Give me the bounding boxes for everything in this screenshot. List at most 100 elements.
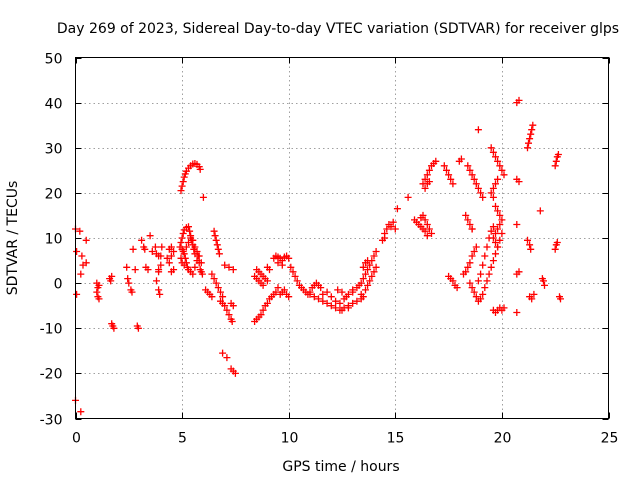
data-point xyxy=(306,290,314,298)
data-point xyxy=(425,178,433,186)
data-point xyxy=(196,165,204,173)
data-point xyxy=(468,284,476,292)
data-point xyxy=(327,302,335,310)
data-point xyxy=(472,243,480,251)
data-point xyxy=(223,306,231,314)
y-tick-label: 40 xyxy=(45,97,63,113)
data-point xyxy=(393,205,401,213)
data-point xyxy=(225,263,233,271)
data-point xyxy=(472,180,480,188)
data-point xyxy=(134,324,142,332)
data-point xyxy=(259,281,267,289)
data-point xyxy=(93,288,101,296)
data-point xyxy=(310,293,318,301)
data-point xyxy=(366,261,374,269)
data-point xyxy=(525,139,532,147)
data-point xyxy=(496,221,504,228)
data-point xyxy=(541,281,548,289)
data-point xyxy=(552,157,560,165)
data-point xyxy=(221,302,229,310)
data-point xyxy=(370,268,378,276)
x-tick-label: 20 xyxy=(494,431,512,447)
data-point xyxy=(489,257,497,265)
data-point xyxy=(289,268,297,276)
data-point xyxy=(215,250,223,258)
data-point xyxy=(527,245,535,253)
data-point xyxy=(372,263,380,271)
data-point xyxy=(108,272,116,280)
y-tick-label: 50 xyxy=(45,52,63,68)
data-point xyxy=(272,288,280,296)
data-point xyxy=(372,248,380,255)
data-point xyxy=(500,171,508,179)
grid xyxy=(75,57,609,419)
data-point xyxy=(229,266,237,274)
data-point xyxy=(440,162,448,170)
data-point xyxy=(526,135,534,143)
data-point xyxy=(227,299,235,307)
data-point xyxy=(460,270,467,278)
data-point xyxy=(155,286,163,294)
data-point xyxy=(95,281,103,289)
data-point xyxy=(177,239,185,246)
data-point xyxy=(494,243,502,251)
data-point xyxy=(199,193,207,201)
data-point xyxy=(421,227,429,235)
data-point xyxy=(466,259,474,267)
data-point xyxy=(214,284,222,292)
data-point xyxy=(470,248,478,255)
data-point xyxy=(515,178,523,186)
data-point xyxy=(185,239,192,246)
x-tick-label: 5 xyxy=(178,431,187,447)
data-point xyxy=(423,232,431,240)
data-point xyxy=(472,293,480,301)
y-tick-label: 10 xyxy=(45,232,63,248)
data-point xyxy=(167,243,175,251)
data-point xyxy=(453,284,461,292)
data-point xyxy=(327,293,335,301)
data-point xyxy=(551,162,559,170)
y-tick-label: -10 xyxy=(40,322,63,338)
data-point xyxy=(513,309,521,316)
data-point xyxy=(530,290,538,298)
data-point xyxy=(536,207,544,215)
data-point xyxy=(492,239,499,246)
x-tick-label: 15 xyxy=(387,431,405,447)
data-point xyxy=(468,225,476,233)
data-point xyxy=(231,369,239,377)
data-point xyxy=(466,221,474,228)
data-point xyxy=(364,257,372,265)
y-tick-label: -30 xyxy=(40,413,63,429)
data-point xyxy=(447,175,455,183)
data-point xyxy=(342,293,350,301)
data-point xyxy=(194,252,202,260)
data-point xyxy=(428,230,435,237)
data-point xyxy=(128,288,136,296)
data-point xyxy=(462,211,470,219)
data-point xyxy=(332,304,340,312)
data-point xyxy=(274,259,282,267)
data-point xyxy=(123,263,131,271)
data-point xyxy=(317,284,325,292)
data-point xyxy=(496,162,504,170)
data-point xyxy=(474,277,482,285)
data-point xyxy=(477,295,485,303)
data-point xyxy=(419,211,427,219)
data-point xyxy=(470,175,478,183)
data-point xyxy=(163,254,171,262)
data-point xyxy=(496,211,504,219)
data-point xyxy=(266,266,273,274)
data-point xyxy=(319,297,327,305)
data-point xyxy=(217,288,224,296)
data-point xyxy=(391,225,399,233)
data-point xyxy=(73,290,81,298)
data-point xyxy=(191,243,199,251)
data-point xyxy=(208,293,216,301)
data-point xyxy=(359,293,367,301)
data-point xyxy=(110,324,118,332)
x-tick-label: 25 xyxy=(601,431,619,447)
data-point xyxy=(185,223,192,231)
data-point xyxy=(177,254,185,262)
data-point xyxy=(432,157,440,165)
